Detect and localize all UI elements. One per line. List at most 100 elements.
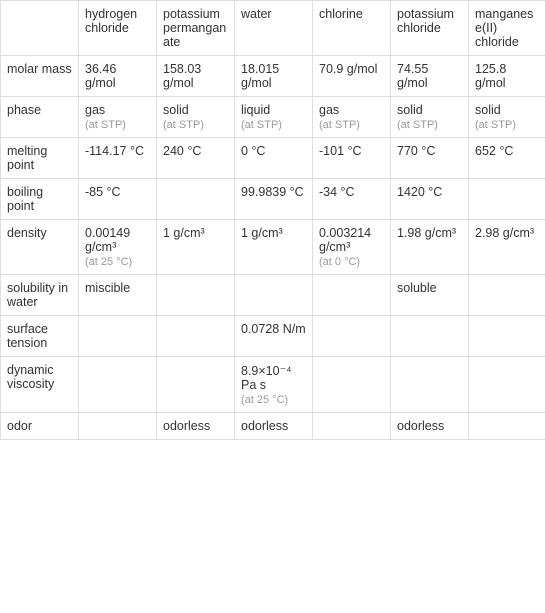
row-label: density [1, 220, 79, 275]
header-cell: water [235, 1, 313, 56]
table-body: molar mass36.46 g/mol 158.03 g/mol 18.015 … [1, 56, 545, 440]
data-cell [157, 357, 235, 413]
cell-main-value: 0.00149 g/cm³ [85, 226, 150, 254]
data-cell [313, 357, 391, 413]
data-cell: miscible [79, 275, 157, 316]
cell-main-value: 770 °C [397, 144, 462, 158]
row-label: molar mass [1, 56, 79, 97]
cell-sub-value: (at STP) [163, 119, 228, 131]
data-cell: 1 g/cm³ [235, 220, 313, 275]
data-cell: 0.0728 N/m [235, 316, 313, 357]
table-row: density0.00149 g/cm³ (at 25 °C) 1 g/cm³ 1 g… [1, 220, 545, 275]
row-label: melting point [1, 138, 79, 179]
data-cell: odorless [157, 413, 235, 440]
data-cell: 770 °C [391, 138, 469, 179]
data-cell [469, 413, 545, 440]
data-cell: soluble [391, 275, 469, 316]
data-cell: 18.015 g/mol [235, 56, 313, 97]
cell-main-value: -34 °C [319, 185, 384, 199]
data-cell [79, 316, 157, 357]
data-cell: solid(at STP) [157, 97, 235, 138]
cell-main-value: 18.015 g/mol [241, 62, 306, 90]
data-cell: -101 °C [313, 138, 391, 179]
header-cell: potassium chloride [391, 1, 469, 56]
data-cell: solid(at STP) [469, 97, 545, 138]
data-cell: solid (at STP) [391, 97, 469, 138]
cell-main-value: 2.98 g/cm³ [475, 226, 540, 240]
row-label: odor [1, 413, 79, 440]
cell-main-value: 652 °C [475, 144, 540, 158]
table-row: melting point -114.17 °C 240 °C 0 °C -101 °C… [1, 138, 545, 179]
cell-main-value: liquid [241, 103, 306, 117]
data-cell [391, 357, 469, 413]
data-cell: 0.003214 g/cm³ (at 0 °C) [313, 220, 391, 275]
cell-sub-value: (at 0 °C) [319, 256, 384, 268]
cell-sub-value: (at 25 °C) [85, 256, 150, 268]
cell-main-value: 74.55 g/mol [397, 62, 462, 90]
data-cell: 0 °C [235, 138, 313, 179]
header-cell: hydrogen chloride [79, 1, 157, 56]
data-cell: -114.17 °C [79, 138, 157, 179]
cell-main-value: -114.17 °C [85, 144, 150, 158]
table-row: surface tension 0.0728 N/m [1, 316, 545, 357]
data-cell: 1 g/cm³ [157, 220, 235, 275]
cell-sub-value: (at STP) [475, 119, 540, 131]
cell-main-value: 36.46 g/mol [85, 62, 150, 90]
cell-main-value: gas [85, 103, 150, 117]
data-cell: -34 °C [313, 179, 391, 220]
data-cell [469, 179, 545, 220]
cell-main-value: soluble [397, 281, 462, 295]
data-cell [79, 357, 157, 413]
row-label: surface tension [1, 316, 79, 357]
data-cell: odorless [391, 413, 469, 440]
cell-main-value: solid [397, 103, 462, 117]
cell-main-value: odorless [163, 419, 228, 433]
cell-main-value: 8.9×10⁻⁴ Pa s [241, 363, 306, 392]
cell-main-value: 1 g/cm³ [241, 226, 306, 240]
table-row: boiling point-85 °C99.9839 °C-34 °C1420 … [1, 179, 545, 220]
header-cell: potassium permanganate [157, 1, 235, 56]
data-cell [391, 316, 469, 357]
cell-main-value: 1 g/cm³ [163, 226, 228, 240]
cell-sub-value: (at STP) [397, 119, 462, 131]
cell-main-value: 125.8 g/mol [475, 62, 540, 90]
cell-main-value: odorless [397, 419, 462, 433]
data-cell: liquid (at STP) [235, 97, 313, 138]
table-row: phasegas(at STP)solid(at STP)liquid(at S… [1, 97, 545, 138]
data-cell [469, 316, 545, 357]
header-cell-blank [1, 1, 79, 56]
cell-sub-value: (at STP) [241, 119, 306, 131]
data-cell: 36.46 g/mol [79, 56, 157, 97]
data-cell: 1.98 g/cm³ [391, 220, 469, 275]
table-row: solubility in water miscible soluble [1, 275, 545, 316]
header-cell: chlorine [313, 1, 391, 56]
data-cell [235, 275, 313, 316]
cell-main-value: 0.003214 g/cm³ [319, 226, 384, 254]
table-row: odorodorlessodorlessodorless [1, 413, 545, 440]
data-cell [469, 275, 545, 316]
cell-main-value: -101 °C [319, 144, 384, 158]
data-cell: 99.9839 °C [235, 179, 313, 220]
data-cell: 8.9×10⁻⁴ Pa s(at 25 °C) [235, 357, 313, 413]
data-cell [157, 179, 235, 220]
cell-main-value: -85 °C [85, 185, 150, 199]
data-cell [313, 275, 391, 316]
data-cell: 2.98 g/cm³ [469, 220, 545, 275]
data-cell: 652 °C [469, 138, 545, 179]
data-cell: 125.8 g/mol [469, 56, 545, 97]
table-header-row: hydrogen chloride potassium permanganate… [1, 1, 545, 56]
data-cell: gas(at STP) [313, 97, 391, 138]
data-cell [469, 357, 545, 413]
cell-main-value: gas [319, 103, 384, 117]
data-cell: -85 °C [79, 179, 157, 220]
cell-main-value: 158.03 g/mol [163, 62, 228, 90]
cell-main-value: miscible [85, 281, 150, 295]
cell-main-value: 99.9839 °C [241, 185, 306, 199]
data-cell: 158.03 g/mol [157, 56, 235, 97]
row-label: solubility in water [1, 275, 79, 316]
data-cell [157, 275, 235, 316]
data-cell [313, 316, 391, 357]
data-cell: 70.9 g/mol [313, 56, 391, 97]
data-cell: 240 °C [157, 138, 235, 179]
cell-main-value: 0 °C [241, 144, 306, 158]
